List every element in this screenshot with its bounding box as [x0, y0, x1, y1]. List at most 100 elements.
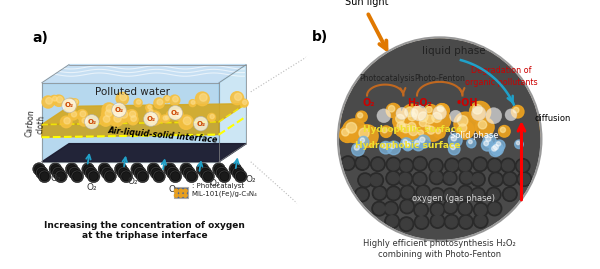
Circle shape — [229, 163, 242, 175]
Circle shape — [122, 172, 131, 181]
Circle shape — [460, 187, 471, 198]
Circle shape — [102, 103, 116, 117]
Circle shape — [201, 168, 210, 177]
Text: : Photocatalyst
MIL-101(Fe)/g-C₃N₄: : Photocatalyst MIL-101(Fe)/g-C₃N₄ — [192, 183, 257, 197]
Circle shape — [133, 165, 142, 174]
Circle shape — [430, 188, 445, 202]
Circle shape — [386, 216, 398, 227]
Circle shape — [152, 170, 166, 183]
Circle shape — [189, 100, 196, 107]
Circle shape — [407, 107, 425, 123]
Circle shape — [175, 189, 178, 193]
Text: O₂: O₂ — [86, 183, 97, 192]
Circle shape — [415, 109, 437, 130]
Text: Highly efficient photosynthesis H₂O₂: Highly efficient photosynthesis H₂O₂ — [364, 239, 516, 248]
Circle shape — [382, 143, 387, 148]
Circle shape — [428, 158, 443, 173]
Circle shape — [74, 100, 77, 104]
Circle shape — [85, 166, 97, 179]
Circle shape — [489, 160, 500, 171]
Circle shape — [147, 163, 160, 175]
Circle shape — [71, 99, 79, 106]
Circle shape — [184, 194, 187, 197]
Polygon shape — [338, 37, 541, 152]
Circle shape — [187, 172, 196, 181]
Circle shape — [481, 139, 493, 151]
Circle shape — [131, 163, 143, 175]
Circle shape — [46, 97, 52, 104]
Circle shape — [119, 168, 128, 177]
Circle shape — [432, 112, 442, 122]
Circle shape — [53, 95, 64, 106]
Circle shape — [236, 172, 245, 181]
Circle shape — [454, 112, 477, 136]
Text: O₂: O₂ — [209, 179, 220, 188]
Circle shape — [388, 173, 398, 183]
Circle shape — [71, 112, 77, 117]
Circle shape — [471, 187, 485, 202]
Circle shape — [358, 113, 362, 118]
Circle shape — [112, 103, 127, 117]
Circle shape — [134, 166, 146, 179]
Circle shape — [70, 168, 79, 177]
Circle shape — [448, 143, 460, 155]
Circle shape — [386, 103, 400, 118]
Circle shape — [120, 170, 133, 183]
Circle shape — [170, 95, 180, 105]
Circle shape — [407, 142, 410, 145]
Circle shape — [359, 128, 369, 138]
Circle shape — [473, 105, 482, 114]
Text: H₂O₂: H₂O₂ — [407, 98, 432, 108]
Circle shape — [427, 126, 435, 134]
Circle shape — [418, 187, 428, 197]
Circle shape — [212, 163, 226, 175]
Circle shape — [445, 214, 459, 229]
Circle shape — [146, 104, 152, 111]
Circle shape — [491, 146, 497, 151]
Text: O₂: O₂ — [127, 177, 138, 186]
Circle shape — [401, 138, 412, 149]
Circle shape — [387, 141, 401, 155]
Circle shape — [489, 203, 500, 214]
Circle shape — [398, 122, 410, 134]
Text: Increasing the concentration of oxygen: Increasing the concentration of oxygen — [44, 221, 245, 230]
Text: Solid phase: Solid phase — [450, 131, 499, 140]
Circle shape — [163, 96, 170, 103]
Circle shape — [103, 116, 110, 122]
Text: Photocatalysis: Photocatalysis — [359, 74, 415, 83]
Circle shape — [444, 172, 455, 183]
Circle shape — [430, 160, 442, 171]
Circle shape — [461, 172, 472, 183]
Circle shape — [469, 140, 472, 144]
Polygon shape — [338, 37, 541, 137]
Circle shape — [425, 125, 430, 130]
Text: O₂: O₂ — [245, 175, 256, 185]
Circle shape — [87, 170, 100, 183]
Circle shape — [52, 96, 57, 101]
Circle shape — [149, 109, 152, 113]
Circle shape — [412, 139, 424, 151]
Circle shape — [166, 97, 169, 101]
Circle shape — [424, 123, 435, 134]
Circle shape — [149, 165, 158, 174]
Circle shape — [338, 37, 541, 241]
Circle shape — [398, 172, 413, 186]
Text: O₂: O₂ — [196, 121, 205, 127]
Circle shape — [136, 170, 149, 183]
Circle shape — [503, 160, 514, 171]
Circle shape — [409, 126, 418, 136]
Circle shape — [503, 172, 517, 186]
Circle shape — [472, 174, 484, 185]
Circle shape — [432, 190, 443, 200]
Circle shape — [488, 189, 499, 200]
Circle shape — [128, 114, 138, 125]
Circle shape — [62, 98, 76, 113]
Circle shape — [373, 159, 383, 169]
Circle shape — [505, 174, 515, 184]
Circle shape — [369, 173, 383, 187]
Circle shape — [199, 166, 212, 179]
Circle shape — [433, 106, 446, 120]
Circle shape — [401, 104, 422, 125]
Circle shape — [157, 99, 163, 105]
Circle shape — [56, 97, 63, 103]
